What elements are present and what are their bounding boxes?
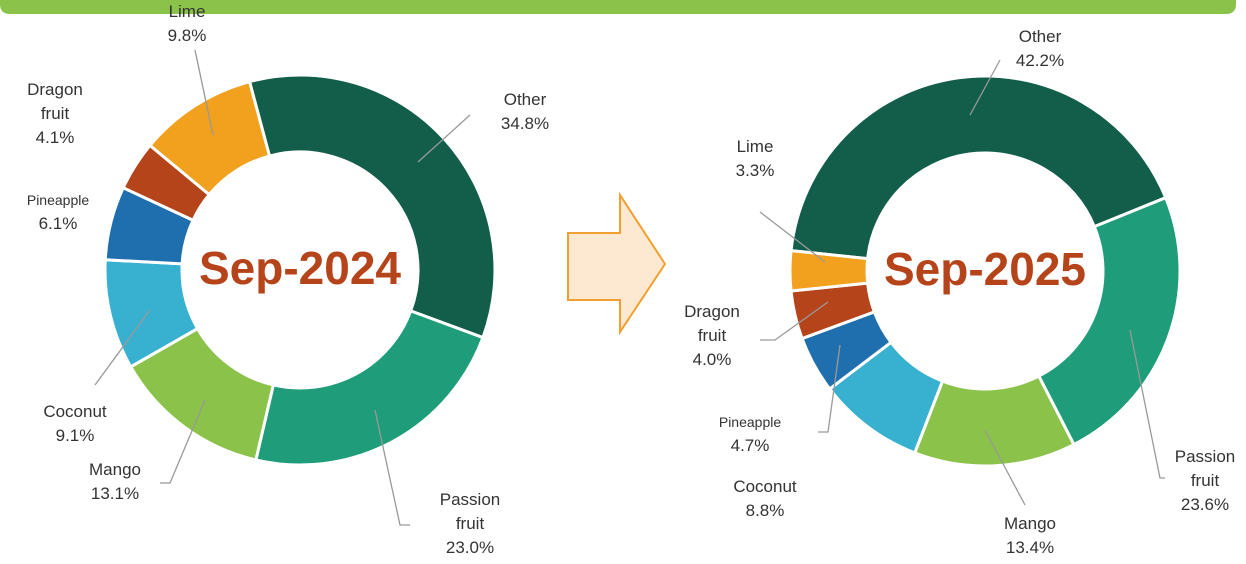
slice-label: Passion fruit 23.0%	[430, 488, 510, 560]
category-name: Coconut	[43, 402, 107, 421]
header-bar	[0, 0, 1236, 14]
leader-line	[194, 49, 214, 136]
value-label: 42.2%	[1015, 51, 1065, 70]
category-name: Passion fruit	[439, 490, 501, 533]
value-label: 4.7%	[730, 436, 770, 455]
slice-label: Passion fruit 23.6%	[1165, 445, 1245, 517]
leader-line	[984, 429, 1026, 506]
category-name: Mango	[1004, 514, 1056, 533]
leader-line	[760, 301, 829, 341]
value-label: 9.1%	[55, 426, 95, 445]
category-name: Coconut	[733, 477, 797, 496]
donut-segment	[254, 308, 485, 467]
leader-line	[374, 409, 410, 526]
donut-segment	[1036, 195, 1182, 447]
category-name: Lime	[736, 137, 774, 156]
category-name: Pineapple	[26, 192, 90, 208]
value-label: 34.8%	[500, 114, 550, 133]
leader-line	[94, 309, 151, 386]
category-name: Passion fruit	[1174, 447, 1236, 490]
center-label: Sep-2025	[884, 243, 1086, 295]
slice-label: Other 42.2%	[1000, 25, 1080, 73]
donut-segment	[788, 248, 870, 293]
donut-segment	[147, 79, 272, 197]
leader-line	[969, 59, 1001, 116]
category-name: Lime	[168, 2, 206, 21]
value-label: 4.1%	[35, 128, 75, 147]
slice-label: Other 34.8%	[480, 88, 570, 136]
value-label: 3.3%	[735, 161, 775, 180]
leader-line	[417, 114, 471, 163]
value-label: 4.0%	[692, 350, 732, 369]
center-label: Sep-2024	[199, 242, 401, 294]
value-label: 13.1%	[90, 484, 140, 503]
arrow	[567, 191, 667, 336]
leader-line	[160, 399, 206, 484]
slice-label: Pineapple 4.7%	[705, 410, 795, 458]
slice-label: Lime 9.8%	[152, 0, 222, 48]
value-label: 9.8%	[167, 26, 207, 45]
value-label: 6.1%	[38, 214, 78, 233]
value-label: 13.4%	[1005, 538, 1055, 557]
leader-line	[818, 344, 841, 433]
slice-label: Coconut 8.8%	[725, 475, 805, 523]
slice-label: Mango 13.1%	[75, 458, 155, 506]
value-label: 23.6%	[1180, 495, 1230, 514]
leader-line	[759, 211, 826, 263]
slice-label: Pineapple 6.1%	[13, 188, 103, 236]
leader-line	[1129, 329, 1165, 479]
category-name: Other	[1018, 27, 1062, 46]
slice-label: Dragon fruit 4.1%	[20, 78, 90, 150]
donut-segment	[789, 74, 1168, 261]
value-label: 8.8%	[745, 501, 785, 520]
category-name: Dragon fruit	[27, 80, 83, 123]
slice-label: Lime 3.3%	[720, 135, 790, 183]
slice-label: Dragon fruit 4.0%	[677, 300, 747, 372]
slice-label: Coconut 9.1%	[35, 400, 115, 448]
slice-label: Mango 13.4%	[990, 512, 1070, 560]
category-name: Dragon fruit	[684, 302, 740, 345]
category-name: Mango	[89, 460, 141, 479]
value-label: 23.0%	[445, 538, 495, 557]
category-name: Other	[503, 90, 547, 109]
donut-segment	[247, 73, 497, 340]
category-name: Pineapple	[718, 414, 782, 430]
